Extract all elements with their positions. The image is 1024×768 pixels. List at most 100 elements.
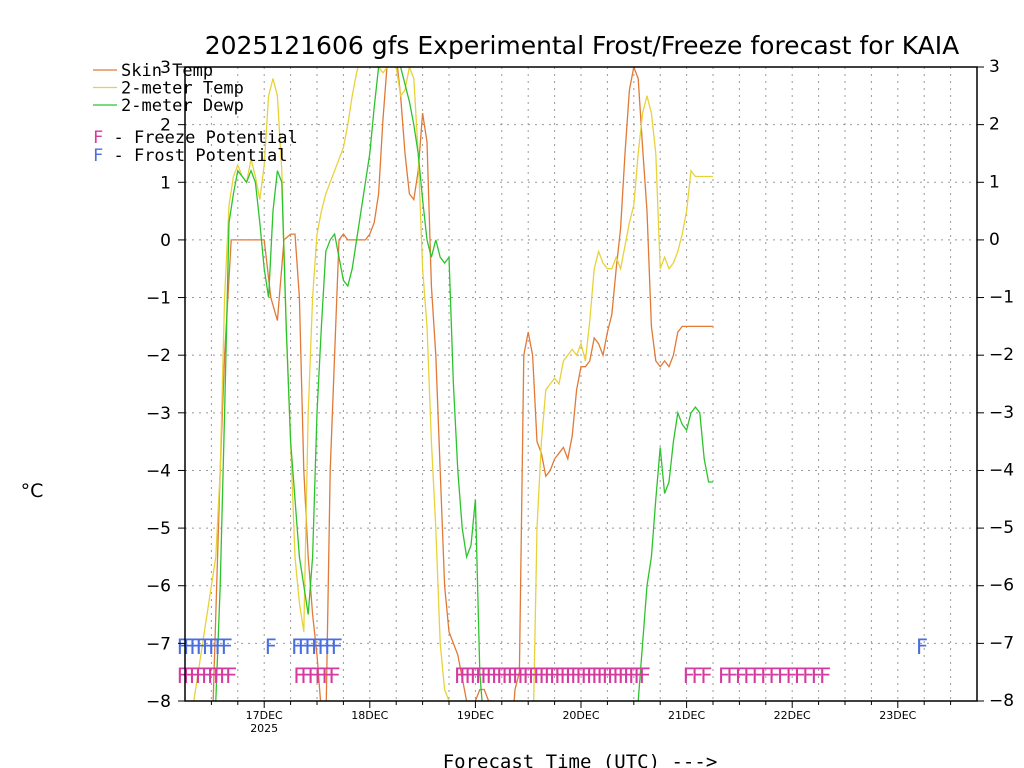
flag-legend-freeze: F - Freeze Potential (93, 128, 298, 148)
freeze-flag: F (560, 664, 572, 688)
y-tick-label: −1 (146, 289, 171, 309)
freeze-flag: F (760, 664, 772, 688)
freeze-flag: F (459, 664, 471, 688)
freeze-flag: F (538, 664, 550, 688)
frost-flag: F (916, 635, 928, 659)
y-tick-label-right: −7 (989, 633, 1014, 653)
chart-title: 2025121606 gfs Experimental Frost/Freeze… (205, 31, 960, 60)
y-tick-label: −3 (146, 404, 171, 424)
series-lines (193, 67, 713, 701)
freeze-flag: F (575, 664, 587, 688)
x-tick-label: 20DEC (562, 709, 599, 722)
freeze-flag: F (692, 664, 704, 688)
freeze-flag: F (565, 664, 577, 688)
y-tick-label-right: −5 (989, 518, 1014, 538)
x-tick-label: 19DEC (457, 709, 494, 722)
gridlines (185, 67, 977, 701)
frost-flag: F (214, 635, 226, 659)
y-tick-label: 3 (160, 58, 171, 78)
legend-label-dewp: 2-meter Dewp (121, 96, 244, 116)
x-axis-label: Forecast Time (UTC) ---> (443, 751, 718, 768)
freeze-flag: F (207, 664, 219, 688)
freeze-flag: F (480, 664, 492, 688)
freeze-flag: F (470, 664, 482, 688)
freeze-flag: F (219, 664, 231, 688)
y-tick-label-right: −4 (989, 460, 1014, 480)
freeze-flag: F (718, 664, 730, 688)
freeze-flag: F (597, 664, 609, 688)
freeze-flag: F (465, 664, 477, 688)
frost-flag: F (265, 635, 277, 659)
freeze-flag: F (554, 664, 566, 688)
legend-label-t2m: 2-meter Temp (121, 79, 244, 99)
freeze-flag: F (794, 664, 806, 688)
y-tick-label: −2 (146, 346, 171, 366)
freeze-flag: F (633, 664, 645, 688)
freeze-flag: F (819, 664, 831, 688)
freeze-flag: F (523, 664, 535, 688)
freeze-flag: F (491, 664, 503, 688)
x-tick-label: 18DEC (351, 709, 388, 722)
flag-legend-frost: F - Frost Potential (93, 146, 287, 166)
x-tick-sublabel: 2025 (250, 722, 278, 735)
freeze-flag: F (785, 664, 797, 688)
y-tick-label-right: 1 (989, 172, 1000, 192)
y-tick-label: −5 (146, 519, 171, 539)
y-tick-label: −6 (146, 577, 171, 597)
y-tick-label-right: 0 (989, 230, 1000, 250)
freeze-flag: F (300, 664, 312, 688)
freeze-flag: F (177, 664, 189, 688)
freeze-flag: F (201, 664, 213, 688)
freeze-flag: F (743, 664, 755, 688)
freeze-flag: F (544, 664, 556, 688)
freeze-flag: F (612, 664, 624, 688)
y-tick-label-right: −6 (989, 576, 1014, 596)
freeze-flag: F (195, 664, 207, 688)
frost-flag: F (311, 635, 323, 659)
freeze-flag: F (517, 664, 529, 688)
freeze-flag: F (683, 664, 695, 688)
frost-flag: F (221, 635, 233, 659)
freeze-flag: F (607, 664, 619, 688)
freeze-flag: F (752, 664, 764, 688)
freeze-flag: F (735, 664, 747, 688)
y-tick-label-right: −3 (989, 403, 1014, 423)
freeze-flag: F (726, 664, 738, 688)
y-axis-label: °C (21, 480, 44, 502)
frost-flag: F (304, 635, 316, 659)
series-line-dewp (215, 67, 713, 701)
freeze-flag: F (512, 664, 524, 688)
y-tick-label-right: −2 (989, 345, 1014, 365)
freeze-flag: F (322, 664, 334, 688)
y-tick-label-right: −1 (989, 288, 1014, 308)
y-tick-label-right: 3 (989, 57, 1000, 77)
legend-label-skin: Skin Temp (121, 61, 213, 81)
y-tick-label: 0 (160, 231, 171, 251)
freeze-flag: F (454, 664, 466, 688)
freeze-flag: F (225, 664, 237, 688)
freeze-flag: F (602, 664, 614, 688)
freeze-flag: F (777, 664, 789, 688)
frost-flag: F (183, 635, 195, 659)
y-tick-label: −4 (146, 461, 171, 481)
series-line-t2m (193, 67, 713, 701)
y-axis-ticks: 3 3 2 2 1 1 0 0 −1 −1 −2 −2 −3 −3 −4 −4 −5 −5 −6 −6 −7 −7 −8 −8 (146, 57, 1014, 712)
frost-flag: F (177, 635, 189, 659)
frost-flag: F (324, 635, 336, 659)
freeze-flag: F (628, 664, 640, 688)
y-tick-label: 1 (160, 173, 171, 193)
frost-flag: F (318, 635, 330, 659)
freeze-flag: F (496, 664, 508, 688)
freeze-flag: F (486, 664, 498, 688)
y-tick-label: −8 (146, 692, 171, 712)
x-tick-label: 23DEC (879, 709, 916, 722)
freeze-flag: F (769, 664, 781, 688)
frost-flag: F (202, 635, 214, 659)
frost-flag: F (189, 635, 201, 659)
y-tick-label: 2 (160, 116, 171, 136)
frost-flag: F (331, 635, 343, 659)
freeze-flag: F (533, 664, 545, 688)
frost-flag: F (291, 635, 303, 659)
